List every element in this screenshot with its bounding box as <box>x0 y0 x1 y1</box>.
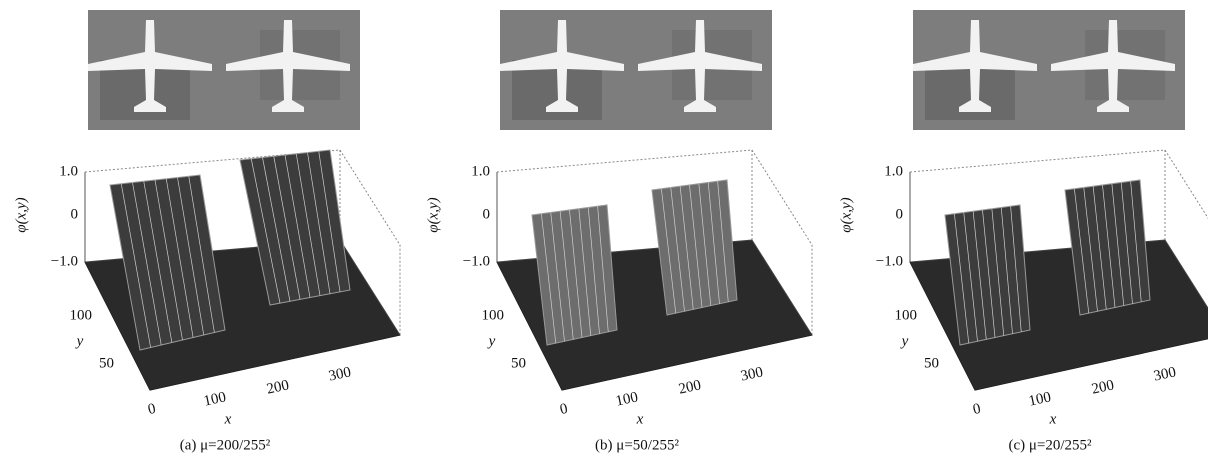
z-axis-label: φ(x,y) <box>838 197 854 232</box>
caption: (c) μ=20/255² <box>1008 437 1092 453</box>
x-axis-label: x <box>636 411 644 427</box>
caption: (b) μ=50/255² <box>595 437 679 453</box>
x-tick-label: 300 <box>327 364 352 384</box>
x-axis-label: x <box>224 411 232 427</box>
x-tick-label: 200 <box>677 377 702 397</box>
y-tick-label: 100 <box>895 307 918 323</box>
caption: (a) μ=200/255² <box>180 437 271 453</box>
z-tick-label: 0 <box>71 206 79 222</box>
z-tick-label: −1.0 <box>876 253 903 269</box>
y-tick-label: 50 <box>99 355 114 371</box>
panel: 1.0 0 −1.0 φ(x,y) 100 50 y 0 100 200 300 x (a) μ=200… <box>13 10 400 453</box>
raised-surface <box>1065 180 1150 315</box>
y-axis-label: y <box>487 333 496 349</box>
z-tick-label: 1.0 <box>59 163 78 179</box>
x-tick-label: 0 <box>147 401 158 418</box>
raised-surface <box>945 205 1030 345</box>
z-tick-label: 1.0 <box>471 163 490 179</box>
z-tick-label: −1.0 <box>463 253 490 269</box>
z-tick-label: 0 <box>896 206 904 222</box>
raised-surface <box>652 180 737 315</box>
x-tick-label: 300 <box>1152 364 1177 384</box>
x-tick-label: 200 <box>1090 377 1115 397</box>
panel: 1.0 0 −1.0 φ(x,y) 100 50 y 0 100 200 300 x (c) μ=20/… <box>838 10 1208 453</box>
y-axis-label: y <box>900 333 909 349</box>
y-tick-label: 100 <box>70 307 93 323</box>
raised-surface <box>532 205 617 345</box>
y-axis-label: y <box>75 333 84 349</box>
y-tick-label: 50 <box>924 355 939 371</box>
x-axis-label: x <box>1049 411 1057 427</box>
x-tick-label: 0 <box>559 401 570 418</box>
figure: 1.0 0 −1.0 φ(x,y) 100 50 y 0 100 200 300 x (a) μ=200… <box>0 0 1208 464</box>
x-tick-label: 300 <box>739 364 764 384</box>
x-tick-label: 0 <box>972 401 983 418</box>
z-tick-label: 1.0 <box>884 163 903 179</box>
panel: 1.0 0 −1.0 φ(x,y) 100 50 y 0 100 200 300 x (b) μ=50/… <box>425 10 812 453</box>
z-tick-label: 0 <box>483 206 491 222</box>
y-tick-label: 100 <box>482 307 505 323</box>
z-axis-label: φ(x,y) <box>425 197 441 232</box>
x-tick-label: 100 <box>202 389 227 409</box>
z-axis-label: φ(x,y) <box>13 197 29 232</box>
z-tick-label: −1.0 <box>51 253 78 269</box>
x-tick-label: 100 <box>614 389 639 409</box>
y-tick-label: 50 <box>511 355 526 371</box>
x-tick-label: 100 <box>1027 389 1052 409</box>
x-tick-label: 200 <box>265 377 290 397</box>
